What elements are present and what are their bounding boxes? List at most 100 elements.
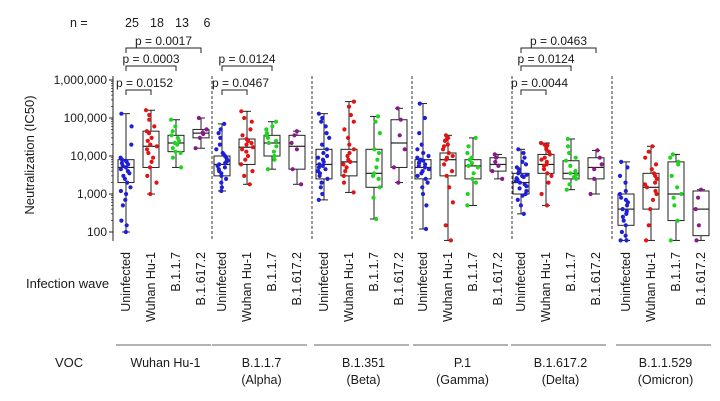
- data-point: [216, 131, 221, 136]
- data-point: [214, 147, 219, 152]
- category-label: B.1.1.7: [367, 252, 381, 292]
- data-point: [273, 119, 279, 124]
- data-point: [148, 191, 153, 197]
- category-label: B.1.617.2: [491, 252, 505, 306]
- data-point: [175, 135, 180, 140]
- data-point: [375, 157, 380, 162]
- data-point: [520, 159, 525, 164]
- box-iqr: [288, 134, 306, 170]
- data-point: [599, 162, 604, 167]
- data-point: [424, 203, 429, 208]
- data-point: [274, 144, 279, 149]
- data-point: [124, 191, 129, 197]
- category-label: Wuhan Hu-1: [539, 252, 553, 322]
- category-label: B.1.617.2: [290, 252, 304, 306]
- data-point: [649, 167, 654, 172]
- data-point: [327, 135, 332, 140]
- data-point: [343, 169, 348, 174]
- data-point: [420, 169, 425, 174]
- data-point: [642, 182, 648, 187]
- data-point: [696, 195, 701, 200]
- data-point: [325, 176, 330, 181]
- panel-name-label: B.1.351: [342, 356, 385, 370]
- data-point: [619, 195, 624, 200]
- data-point: [466, 144, 471, 149]
- data-point: [441, 144, 447, 149]
- data-point: [423, 226, 429, 232]
- n-header-label: n =: [70, 16, 88, 30]
- data-point: [129, 142, 134, 147]
- data-point: [250, 145, 255, 150]
- data-point: [646, 149, 651, 154]
- category-label: Wuhan Hu-1: [644, 252, 658, 322]
- data-point: [123, 197, 128, 202]
- p-value-label: p = 0.0152: [116, 76, 173, 90]
- panel-4: Uninfected Wuhan Hu-1 B.1.1.7 B.1.617.2 p = …: [511, 34, 606, 387]
- data-point: [249, 140, 254, 146]
- data-point: [123, 158, 128, 163]
- data-point: [620, 214, 626, 219]
- data-point: [492, 152, 497, 157]
- data-point: [320, 115, 325, 121]
- data-point: [565, 144, 571, 149]
- data-point: [668, 238, 673, 243]
- data-point: [345, 153, 350, 159]
- data-point: [444, 155, 450, 160]
- data-point: [316, 111, 321, 116]
- data-point: [128, 185, 133, 190]
- category-label: Uninfected: [215, 252, 229, 312]
- data-point: [320, 142, 325, 147]
- data-point: [351, 190, 356, 195]
- data-point: [242, 115, 247, 121]
- data-point: [473, 135, 478, 140]
- data-point: [422, 115, 427, 121]
- panel-3: Uninfected Wuhan Hu-1 B.1.1.7 B.1.617.2 P.1 (…: [413, 101, 508, 387]
- data-point: [625, 165, 630, 170]
- data-point: [653, 162, 659, 167]
- data-point: [216, 167, 221, 172]
- panel-name-label: B.1.1.529: [639, 356, 693, 370]
- data-point: [264, 131, 270, 136]
- significance-bracket: [221, 65, 273, 71]
- data-point: [152, 124, 157, 129]
- data-point: [342, 127, 347, 132]
- data-point: [539, 191, 544, 197]
- data-point: [377, 185, 382, 190]
- data-point: [679, 191, 684, 197]
- n-value-label: 13: [175, 16, 189, 30]
- data-point: [320, 191, 325, 197]
- data-point: [518, 203, 524, 208]
- data-point: [125, 180, 130, 185]
- data-point: [299, 182, 304, 187]
- y-axis-title: Neutralization (IC50): [22, 95, 37, 214]
- data-point: [239, 162, 244, 167]
- box-iqr: [667, 161, 685, 222]
- data-point: [244, 142, 249, 147]
- panel-1: Uninfected Wuhan Hu-1 B.1.1.7 B.1.617.2 p = …: [212, 52, 307, 387]
- data-point: [653, 188, 658, 194]
- p-value-label: p = 0.0003: [122, 52, 179, 66]
- data-point: [124, 223, 129, 228]
- data-point: [346, 157, 351, 162]
- data-point: [374, 165, 379, 170]
- data-point: [419, 142, 424, 147]
- infection-wave-label: Infection wave: [26, 276, 109, 291]
- significance-bracket: [125, 47, 202, 53]
- data-point: [423, 176, 428, 181]
- data-point: [240, 133, 245, 138]
- box-iqr: [390, 119, 408, 168]
- data-point: [118, 167, 123, 172]
- data-point: [316, 155, 321, 160]
- data-point: [376, 150, 382, 156]
- significance-bracket: [520, 65, 572, 71]
- data-point: [422, 165, 427, 170]
- data-point: [420, 191, 426, 197]
- panel-name-label: B.1.617.2: [534, 356, 588, 370]
- data-point: [371, 195, 376, 200]
- data-point: [541, 167, 547, 172]
- data-point: [346, 135, 351, 140]
- data-point: [248, 127, 253, 132]
- box-iqr: [562, 160, 580, 180]
- data-point: [217, 162, 222, 167]
